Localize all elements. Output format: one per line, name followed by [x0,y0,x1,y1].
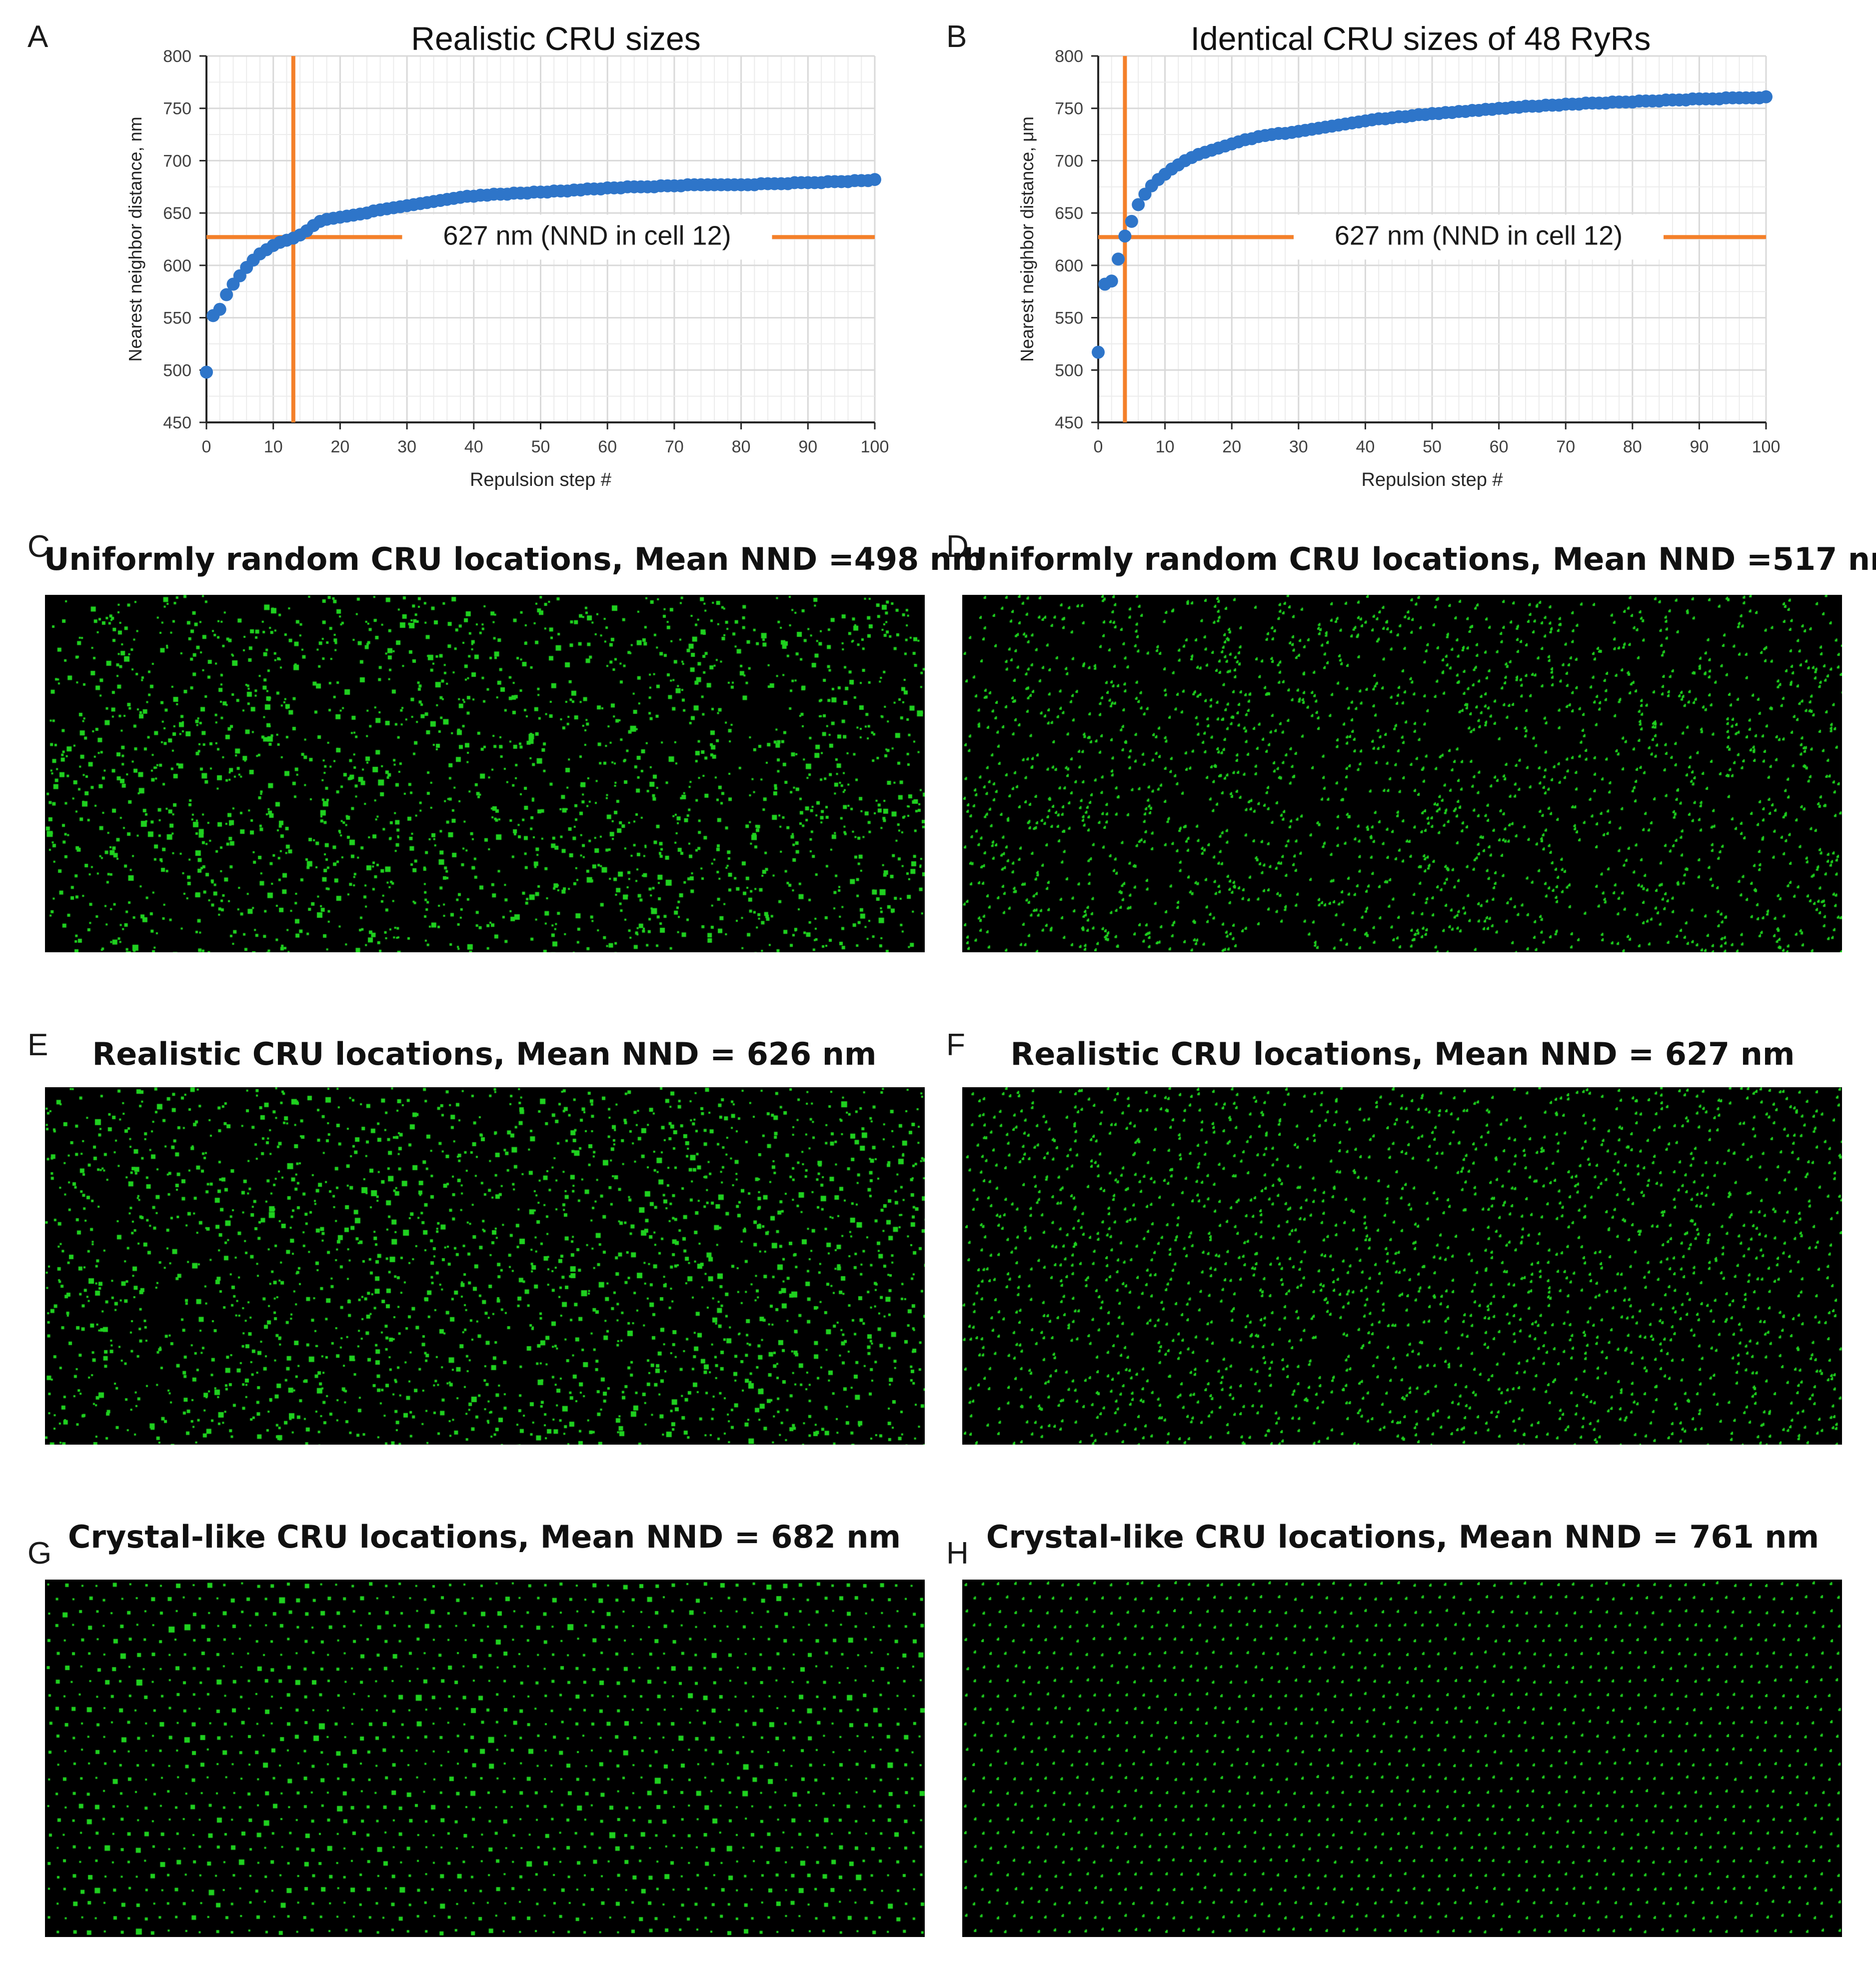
y-tick-label: 600 [163,256,191,275]
chart-b: 450 500 550 600 650 700 750 800 0 10 20 30 40 50 60 70 8… [1017,20,1780,490]
y-tick-label: 650 [1055,204,1083,223]
cru-canvas-h [962,1580,1842,1937]
x-tick-label: 60 [598,437,617,456]
panel-letter-e: E [27,1028,48,1062]
data-point [1760,90,1773,103]
x-tick-label: 10 [264,437,283,456]
panel-letter-a: A [27,19,48,54]
y-tick-label: 800 [1055,47,1083,66]
x-tick-label: 20 [1222,437,1241,456]
annotation-label: 627 nm (NND in cell 12) [443,220,731,250]
x-tick-label: 20 [330,437,349,456]
annotation-background [1294,214,1664,260]
x-tick-label: 40 [464,437,483,456]
image-title-d: Uniformly random CRU locations, Mean NND… [962,541,1876,577]
x-axis-title: Repulsion step # [470,469,611,490]
x-tick-label: 70 [665,437,684,456]
data-point [213,302,226,316]
x-tick-label: 0 [202,437,211,456]
data-point [1132,198,1145,211]
x-tick-label: 90 [798,437,817,456]
x-tick-label: 90 [1690,437,1709,456]
x-tick-label: 30 [397,437,416,456]
x-tick-label: 80 [732,437,751,456]
panel-letter-g: G [27,1536,52,1571]
x-tick-label: 80 [1623,437,1642,456]
panel-letter-h: H [946,1536,969,1571]
y-tick-label: 450 [163,413,191,432]
cru-image-e [45,1087,925,1445]
cru-image-f [962,1087,1842,1445]
chart-title: Realistic CRU sizes [411,20,700,57]
y-tick-label: 550 [1055,309,1083,328]
data-point [1092,345,1105,359]
y-tick-label: 750 [1055,99,1083,118]
panel-letter-d: D [946,529,969,564]
cru-image-d [962,595,1842,952]
y-tick-label: 450 [1055,413,1083,432]
data-point [1112,252,1125,266]
cru-canvas-g [45,1580,925,1937]
y-tick-label: 700 [1055,151,1083,170]
cru-canvas-c [45,595,925,952]
x-tick-label: 70 [1556,437,1575,456]
data-point [1125,214,1138,228]
cru-canvas-f [962,1087,1842,1445]
y-tick-label: 550 [163,309,191,328]
chart-a: 450 500 550 600 650 700 750 800 0 10 20 30 40 50 60 70 8… [125,20,889,490]
panel-letter-c: C [27,529,50,564]
y-tick-label: 500 [163,361,191,380]
cru-image-g [45,1580,925,1937]
data-point [200,365,213,379]
y-tick-label: 600 [1055,256,1083,275]
image-title-f: Realistic CRU locations, Mean NND = 627 … [1010,1036,1795,1072]
x-tick-label: 30 [1289,437,1308,456]
cru-image-h [962,1580,1842,1937]
cru-image-c [45,595,925,952]
x-tick-label: 0 [1094,437,1103,456]
chart-title: Identical CRU sizes of 48 RyRs [1191,20,1651,57]
y-tick-label: 800 [163,47,191,66]
image-title-h: Crystal-like CRU locations, Mean NND = 7… [986,1519,1820,1555]
image-title-e: Realistic CRU locations, Mean NND = 626 … [92,1036,877,1072]
x-tick-label: 100 [861,437,889,456]
x-tick-label: 10 [1156,437,1175,456]
data-point [1118,229,1132,243]
y-tick-label: 650 [163,204,191,223]
data-point [220,288,233,301]
image-title-c: Uniformly random CRU locations, Mean NND… [44,541,984,577]
cru-canvas-e [45,1087,925,1445]
panel-letter-b: B [946,19,967,54]
x-tick-label: 100 [1752,437,1781,456]
x-tick-label: 40 [1356,437,1375,456]
data-point [868,173,881,186]
panel-letter-f: F [946,1028,965,1062]
x-axis-title: Repulsion step # [1361,469,1503,490]
y-axis-title: Nearest neighbor distance, nm [125,116,145,361]
x-tick-label: 50 [531,437,550,456]
y-tick-label: 500 [1055,361,1083,380]
annotation-background [402,214,772,260]
y-tick-label: 750 [163,99,191,118]
annotation-label: 627 nm (NND in cell 12) [1335,220,1623,250]
data-point [1105,274,1118,288]
x-tick-label: 60 [1490,437,1509,456]
image-title-g: Crystal-like CRU locations, Mean NND = 6… [67,1519,901,1555]
y-tick-label: 700 [163,151,191,170]
x-tick-label: 50 [1423,437,1442,456]
cru-canvas-d [962,595,1842,952]
y-axis-title: Nearest neighbor distance, μm [1017,116,1037,362]
